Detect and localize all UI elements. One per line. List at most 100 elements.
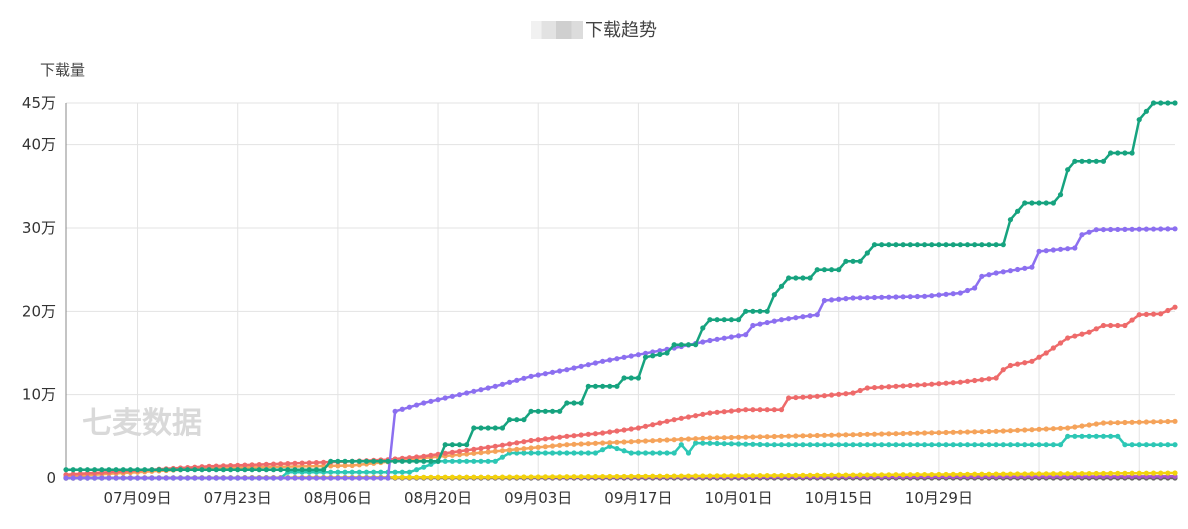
data-point [828,472,835,478]
data-point [721,409,727,415]
data-point [471,446,477,452]
data-point [170,467,176,473]
data-point [914,242,921,248]
data-point [607,443,613,449]
data-point [757,473,763,479]
data-point [1065,425,1071,431]
data-point [1086,470,1092,477]
data-point [993,471,999,477]
data-point [828,432,835,438]
data-point [1136,117,1142,123]
data-point [843,442,849,448]
data-point [993,375,999,381]
data-point [1108,322,1114,329]
data-point [77,475,83,481]
data-point [456,474,463,480]
data-point [299,475,305,481]
data-point [557,474,563,480]
data-point [449,449,455,455]
data-point [442,395,448,401]
data-point [342,463,348,469]
data-point [249,467,255,473]
data-point [707,473,713,479]
data-point [950,242,956,248]
data-point [993,428,999,434]
data-point [449,442,455,448]
data-point [843,391,849,397]
data-point [263,467,269,473]
data-point [750,441,756,447]
data-point [578,450,584,456]
data-point [1007,362,1014,369]
data-point [678,342,684,348]
data-point [1150,100,1157,106]
data-point [879,242,885,248]
data-point [1129,470,1135,476]
data-point [671,450,677,456]
data-point [642,423,649,429]
data-point [685,342,692,348]
x-tick-label: 07月23日 [204,489,272,507]
data-point [499,381,506,387]
data-point [549,443,556,449]
data-point [492,474,498,480]
data-point [328,458,334,464]
data-point [700,325,706,331]
data-point [707,337,713,344]
data-point [757,441,763,448]
data-point [750,407,756,413]
data-point [542,371,548,377]
data-point [127,475,133,481]
data-point [836,296,842,302]
data-point [1150,419,1157,425]
data-point [957,471,963,477]
data-point [1158,442,1164,448]
data-point [585,441,591,447]
data-point [592,450,599,456]
y-tick-label: 20万 [22,302,56,320]
data-point [592,383,599,389]
x-axis-ticks: 07月09日 07月23日 08月06日 08月20日 09月03日 09月17日 10月0… [103,489,973,507]
data-point [106,467,112,473]
data-point [979,471,985,477]
data-point [821,267,828,273]
data-point [735,407,742,413]
data-point [1043,442,1049,448]
data-point [256,461,262,468]
data-point [499,448,506,454]
data-point [592,360,599,366]
data-point [735,333,742,339]
data-point [771,433,777,440]
data-point [879,442,885,448]
data-point [1000,367,1006,373]
data-point [585,474,591,480]
data-point [320,459,327,465]
data-point [356,469,362,475]
data-point [413,402,420,408]
data-point [1129,419,1135,425]
data-point [735,473,742,479]
data-point [571,433,577,439]
data-point [1129,226,1135,232]
data-point [514,450,520,456]
data-point [735,441,742,447]
data-point [1043,200,1049,206]
data-point [1072,158,1078,164]
data-point [721,435,727,441]
data-point [993,242,999,248]
data-point [507,441,513,447]
data-point [693,342,699,348]
data-point [471,450,477,456]
data-point [929,242,935,248]
data-point [771,292,777,298]
data-point [972,377,978,384]
data-point [1115,470,1121,476]
data-point [879,384,885,390]
data-point [514,417,520,423]
data-point [979,377,985,383]
data-point [535,444,541,450]
data-point [1007,428,1014,434]
data-point [657,348,663,354]
data-point [557,368,563,374]
data-point [406,469,413,475]
